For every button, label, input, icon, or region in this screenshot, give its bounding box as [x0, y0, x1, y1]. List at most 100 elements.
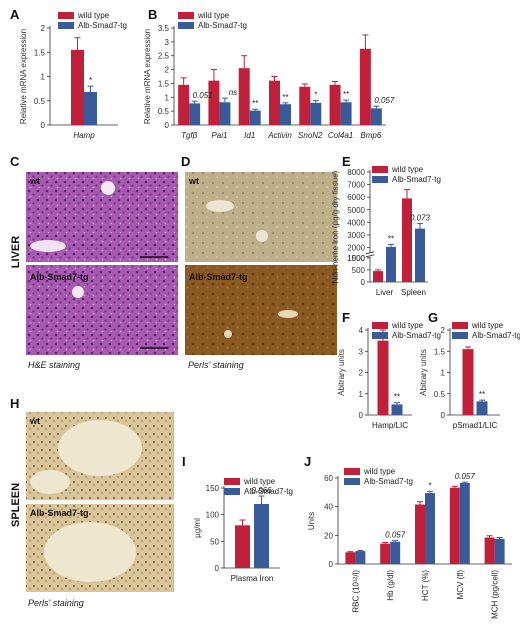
- y-tick-label: 1: [41, 73, 46, 82]
- legend-swatch: [344, 478, 360, 485]
- bar: [340, 102, 352, 125]
- category-label: Pai1: [211, 131, 227, 140]
- perls-liver-caption: Perls' staining: [188, 360, 244, 370]
- bar: [345, 552, 356, 564]
- y-tick-label: 0: [441, 411, 446, 420]
- category-label: Hb (g/dl): [386, 570, 395, 601]
- y-tick-label: 2: [441, 326, 446, 335]
- legend-label: Alb-Smad7-tg: [78, 21, 127, 30]
- category-label: HCT (%): [421, 570, 430, 601]
- bar: [299, 86, 311, 125]
- legend-swatch: [344, 468, 360, 475]
- y-tick-label: 150: [206, 484, 220, 493]
- bar: [208, 80, 220, 125]
- micrograph-label-tg: Alb-Smad7-tg: [30, 272, 89, 282]
- category-label: Col4a1: [328, 131, 353, 140]
- he-staining-caption: H&E staining: [28, 360, 80, 370]
- significance-annotation: 0.066: [251, 486, 272, 495]
- bar: [380, 543, 391, 564]
- bar: [71, 49, 84, 126]
- bar: [415, 228, 425, 282]
- bar: [370, 108, 382, 125]
- legend-swatch: [452, 322, 468, 329]
- axis-break-mark: [365, 251, 375, 255]
- legend-swatch: [372, 176, 388, 183]
- legend-label: Alb-Smad7-tg: [392, 175, 441, 184]
- y-tick-label: 1000: [347, 254, 365, 263]
- y-axis-label: Relative mRNA expression: [19, 29, 28, 124]
- y-tick-label: 1: [441, 369, 446, 378]
- y-tick-label: 8000: [347, 168, 365, 177]
- y-axis-label: Units: [307, 512, 316, 530]
- y-tick-label: 1.5: [34, 48, 46, 57]
- legend-swatch: [372, 322, 388, 329]
- bar: [249, 110, 261, 125]
- micrograph-he-tg: [26, 265, 178, 355]
- legend-label: wild type: [391, 321, 424, 330]
- bar: [310, 102, 322, 125]
- legend-swatch: [452, 332, 468, 339]
- bar: [462, 349, 474, 415]
- y-tick-label: 0: [41, 121, 46, 130]
- y-tick-label: 0: [215, 564, 220, 573]
- y-tick-label: 2.5: [158, 52, 170, 61]
- category-label: SnoN2: [298, 131, 323, 140]
- significance-annotation: **: [343, 90, 349, 99]
- legend-swatch: [372, 166, 388, 173]
- category-label: Plasma Iron: [231, 574, 274, 583]
- micrograph-perls-tg: [185, 265, 337, 355]
- micrograph-perls-wt: [185, 172, 337, 262]
- category-label: MCV (fl): [456, 570, 465, 600]
- legend-label: wild type: [471, 321, 504, 330]
- category-label: Hamp: [73, 131, 95, 140]
- legend-label: Alb-Smad7-tg: [364, 477, 413, 486]
- legend-swatch: [58, 12, 74, 19]
- category-label: Spleen: [401, 288, 426, 297]
- y-tick-label: 0: [361, 278, 366, 287]
- y-axis-label: Abitrary units: [337, 349, 346, 396]
- bar: [386, 246, 396, 282]
- legend-label: wild type: [391, 165, 424, 174]
- y-tick-label: 5000: [347, 206, 365, 215]
- y-tick-label: 4: [359, 326, 364, 335]
- panel-label-i: I: [182, 454, 186, 469]
- bar: [359, 48, 371, 125]
- bar: [415, 504, 425, 564]
- micrograph-label-wt: wt: [29, 176, 40, 186]
- chart-g: 0 0.5 1 1.5 2 Abitrary units pSmad1/LIC ** wild …: [419, 321, 520, 430]
- micrograph-label-spleen-tg: Alb-Smad7-tg: [30, 508, 89, 518]
- y-axis-label: Non-heme iron (µg/g dry tissue): [331, 170, 340, 283]
- bar: [254, 504, 269, 568]
- y-tick-label: 3000: [347, 231, 365, 240]
- y-tick-label: 0: [165, 121, 170, 130]
- bar: [329, 84, 341, 125]
- y-tick-label: 4000: [347, 218, 365, 227]
- y-axis-label: Abitrary units: [419, 349, 428, 396]
- micrograph-spleen-tg: [26, 504, 174, 592]
- y-tick-label: 1500: [347, 254, 365, 263]
- legend-label: wild type: [243, 477, 276, 486]
- y-tick-label: 2: [41, 24, 46, 33]
- category-label: Bmp6: [360, 131, 381, 140]
- bar: [484, 537, 495, 564]
- significance-annotation: *: [89, 76, 92, 85]
- significance-annotation: **: [388, 234, 394, 243]
- significance-annotation: *: [314, 91, 317, 100]
- y-tick-label: 6000: [347, 193, 365, 202]
- bar: [238, 68, 250, 125]
- category-label: Id1: [244, 131, 255, 140]
- y-tick-label: 40: [324, 503, 333, 512]
- y-tick-label: 3: [165, 38, 170, 47]
- significance-annotation: 0.057: [385, 531, 406, 540]
- y-tick-label: 0.5: [34, 97, 46, 106]
- perls-spleen-caption: Perls' staining: [28, 598, 84, 608]
- y-tick-label: 1.5: [434, 347, 446, 356]
- panel-label-c: C: [10, 154, 20, 169]
- bar: [494, 538, 505, 564]
- legend-swatch: [178, 22, 194, 29]
- y-tick-label: 0: [359, 411, 364, 420]
- legend-label: Alb-Smad7-tg: [198, 21, 247, 30]
- y-tick-label: 2: [165, 66, 170, 75]
